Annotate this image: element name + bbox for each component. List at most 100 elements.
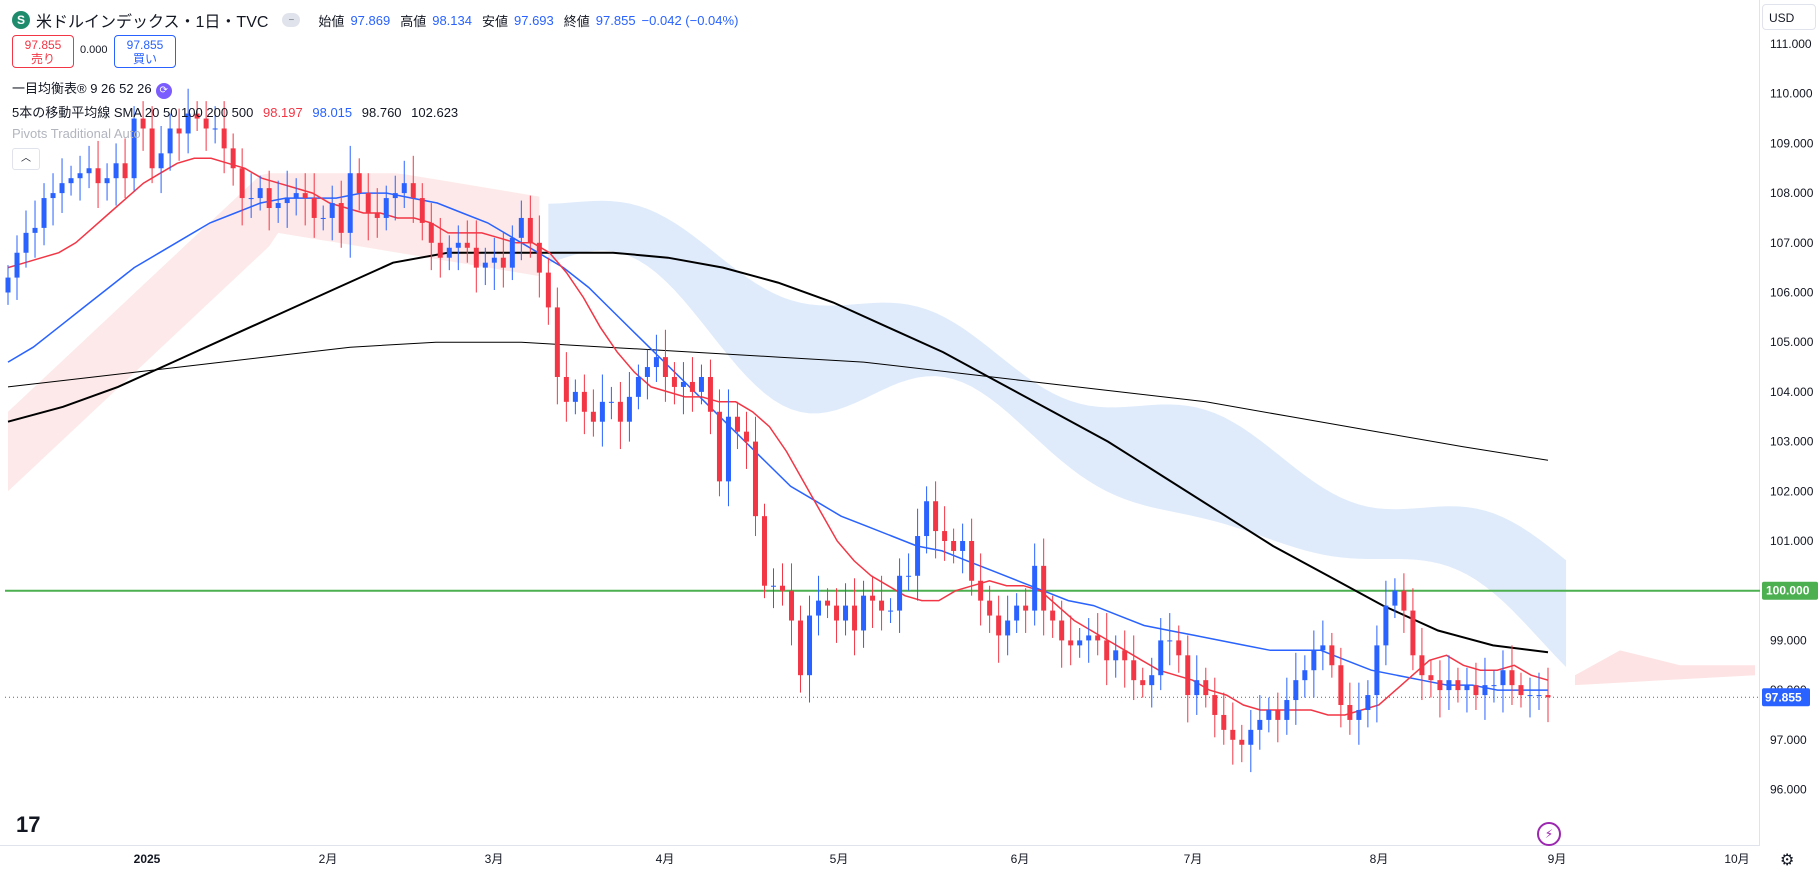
candle-body bbox=[410, 183, 416, 199]
candle-body bbox=[816, 600, 822, 616]
candle-body bbox=[1500, 670, 1506, 686]
candle-body bbox=[924, 501, 930, 537]
candle-body bbox=[374, 212, 380, 218]
candle-body bbox=[879, 600, 885, 611]
candle-body bbox=[1518, 685, 1524, 696]
axis-badge-100-label: 100.000 bbox=[1766, 584, 1810, 598]
candle-body bbox=[1005, 620, 1011, 636]
candle-body bbox=[852, 605, 858, 631]
candle-body bbox=[68, 178, 74, 184]
candle-body bbox=[158, 153, 164, 169]
cloud-bull bbox=[548, 200, 1567, 667]
candle-body bbox=[428, 222, 434, 243]
candle-body bbox=[1248, 729, 1254, 745]
reload-icon[interactable]: ⟳ bbox=[155, 83, 172, 99]
candle-body bbox=[1347, 705, 1353, 720]
candle-body bbox=[1059, 620, 1065, 641]
flash-icon[interactable]: ⚡ bbox=[1537, 822, 1561, 846]
candle-body bbox=[969, 541, 975, 581]
candle-body bbox=[825, 600, 831, 606]
candle-body bbox=[1482, 685, 1488, 696]
pivots-legend[interactable]: Pivots Traditional Auto bbox=[12, 126, 141, 141]
x-tick-label: 8月 bbox=[1370, 852, 1389, 866]
candle-body bbox=[1464, 685, 1470, 691]
sma-legend[interactable]: 5本の移動平均線 SMA 20 50 100 200 500 98.197 98… bbox=[12, 102, 458, 121]
axis-badge-last-label: 97.855 bbox=[1765, 690, 1802, 704]
candle-body bbox=[527, 217, 533, 243]
candle-body bbox=[1212, 695, 1218, 715]
sma200-value: 102.623 bbox=[411, 105, 459, 120]
candle-body bbox=[617, 401, 623, 422]
currency-selector[interactable]: USD bbox=[1762, 4, 1816, 30]
ichimoku-legend[interactable]: 一目均衡表® 9 26 52 26 ⟳ bbox=[12, 78, 172, 99]
candle-body bbox=[1041, 565, 1047, 611]
y-tick-label: 99.000 bbox=[1770, 633, 1807, 647]
candle-body bbox=[455, 242, 461, 248]
x-tick-label: 6月 bbox=[1011, 852, 1030, 866]
open-value: 97.869 bbox=[350, 12, 391, 28]
axis-badge-100 bbox=[1762, 581, 1818, 600]
gear-icon[interactable]: ⚙ bbox=[1780, 852, 1795, 869]
candle-body bbox=[176, 128, 182, 134]
y-tick-label: 105.000 bbox=[1770, 335, 1814, 349]
candle-body bbox=[1176, 640, 1182, 656]
y-tick-label: 104.000 bbox=[1770, 385, 1814, 399]
candle-body bbox=[248, 198, 254, 200]
symbol-icon[interactable]: S bbox=[12, 11, 30, 29]
buy-price: 97.855 bbox=[126, 38, 164, 52]
sell-price: 97.855 bbox=[24, 38, 62, 52]
symbol-title[interactable]: 米ドルインデックス・1日・TVC bbox=[36, 14, 269, 31]
candle-body bbox=[1392, 590, 1398, 606]
candle-body bbox=[329, 203, 335, 218]
candle-body bbox=[392, 193, 398, 199]
candle-body bbox=[1185, 655, 1191, 696]
y-tick-label: 101.000 bbox=[1770, 534, 1814, 548]
candle-body bbox=[599, 401, 605, 422]
candle-body bbox=[1329, 645, 1335, 666]
candle-body bbox=[536, 242, 542, 273]
candle-body bbox=[104, 178, 110, 184]
candle-body bbox=[1104, 640, 1110, 661]
candle-body bbox=[960, 541, 966, 551]
candle-body bbox=[1527, 695, 1533, 697]
candle-body bbox=[897, 575, 903, 611]
sma100-value: 98.760 bbox=[361, 105, 402, 120]
x-tick-label: 5月 bbox=[830, 852, 849, 866]
sell-button[interactable]: 97.855 売り bbox=[12, 35, 74, 68]
candle-body bbox=[419, 198, 425, 223]
x-tick-label: 2月 bbox=[319, 852, 338, 866]
candle-body bbox=[59, 183, 65, 194]
candle-body bbox=[1356, 709, 1362, 720]
candle-body bbox=[906, 575, 912, 577]
candle-body bbox=[707, 376, 713, 412]
candle-body bbox=[996, 615, 1002, 636]
y-tick-label: 103.000 bbox=[1770, 435, 1814, 449]
low-label: 安値 bbox=[481, 13, 508, 29]
candle-body bbox=[1302, 670, 1308, 681]
candle-body bbox=[1365, 695, 1371, 710]
candle-body bbox=[140, 118, 146, 129]
candle-body bbox=[1113, 650, 1119, 661]
y-tick-label: 110.000 bbox=[1770, 87, 1813, 101]
tradingview-logo-icon[interactable]: 17 bbox=[16, 812, 41, 837]
candle-body bbox=[113, 163, 119, 179]
candle-body bbox=[581, 391, 587, 412]
candle-body bbox=[500, 257, 506, 268]
candle-body bbox=[1194, 680, 1200, 696]
y-tick-label: 102.000 bbox=[1770, 484, 1814, 498]
candle-body bbox=[635, 376, 641, 397]
open-label: 始値 bbox=[318, 13, 345, 29]
buy-button[interactable]: 97.855 買い bbox=[114, 35, 176, 68]
close-label: 終値 bbox=[563, 13, 590, 29]
candle-body bbox=[518, 217, 524, 238]
collapse-legend-button[interactable]: ︿ bbox=[12, 148, 40, 170]
candle-body bbox=[554, 307, 560, 377]
candle-body bbox=[1167, 640, 1173, 642]
axis-badge-last bbox=[1762, 688, 1810, 707]
candle-body bbox=[275, 203, 281, 209]
eye-icon[interactable]: − bbox=[282, 13, 301, 27]
candle-body bbox=[734, 416, 740, 432]
candle-body bbox=[1230, 729, 1236, 740]
